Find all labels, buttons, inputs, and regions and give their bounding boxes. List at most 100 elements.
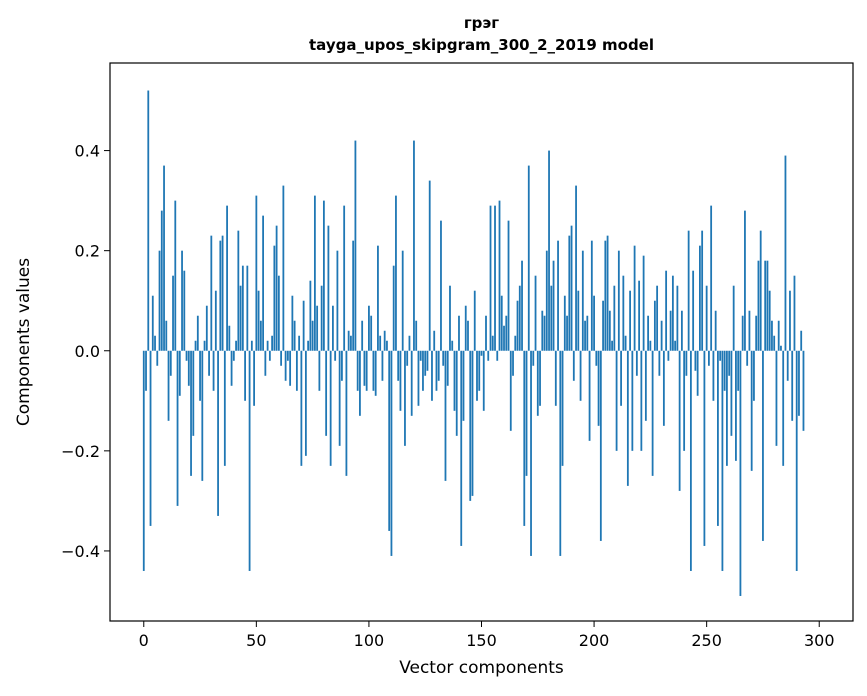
bar: [149, 350, 152, 526]
bar: [687, 230, 690, 351]
bar: [259, 320, 262, 351]
bar: [595, 350, 598, 366]
bar: [332, 305, 334, 351]
bar: [604, 240, 607, 351]
bar: [696, 350, 699, 396]
bar: [480, 350, 483, 356]
bar: [509, 350, 512, 431]
bar: [446, 350, 449, 386]
bar: [350, 335, 352, 351]
bar: [660, 320, 663, 351]
bar: [705, 285, 708, 351]
bar: [476, 350, 478, 401]
bar: [417, 350, 420, 406]
bar: [575, 185, 577, 351]
x-tick-label: 300: [804, 631, 835, 650]
bar: [214, 290, 217, 351]
bar: [257, 290, 260, 351]
y-tick-label: 0.0: [75, 342, 100, 361]
bar: [523, 350, 526, 526]
bar: [505, 315, 508, 351]
bar: [494, 205, 496, 351]
bar: [408, 335, 411, 351]
bar: [581, 250, 584, 351]
bar: [165, 320, 168, 351]
bar: [208, 350, 210, 376]
bar: [735, 350, 737, 461]
bar: [404, 350, 406, 446]
bar: [190, 350, 192, 476]
bar: [608, 310, 611, 351]
bar: [383, 330, 386, 351]
bar: [313, 195, 316, 351]
bar: [255, 195, 258, 351]
bar: [390, 350, 393, 556]
bar: [780, 345, 782, 351]
bar: [789, 290, 791, 351]
bar: [352, 240, 355, 351]
bar: [710, 205, 713, 351]
bar: [460, 350, 463, 546]
bar: [764, 260, 767, 351]
bar: [635, 350, 638, 376]
bar: [304, 350, 307, 456]
bar: [271, 335, 274, 351]
bar: [397, 350, 400, 381]
bar: [741, 315, 744, 351]
bar: [714, 310, 717, 351]
bar: [268, 350, 271, 361]
bar: [230, 350, 233, 386]
bar: [491, 335, 494, 351]
bar: [334, 350, 337, 361]
bar: [451, 340, 454, 351]
bar: [503, 325, 505, 351]
bar: [732, 285, 735, 351]
bar: [196, 315, 199, 351]
bar: [300, 350, 303, 466]
x-tick-label: 150: [466, 631, 497, 650]
bar: [802, 350, 805, 431]
bar: [570, 225, 573, 351]
bar: [753, 350, 755, 401]
bar: [757, 260, 760, 351]
bar: [723, 350, 726, 391]
bar: [656, 285, 659, 351]
bar: [721, 350, 724, 571]
bar: [766, 260, 769, 351]
x-tick-label: 50: [246, 631, 266, 650]
bar: [363, 350, 366, 386]
chart-subtitle: tayga_upos_skipgram_300_2_2019 model: [309, 36, 654, 54]
bar: [671, 275, 674, 351]
bar: [322, 200, 325, 351]
bar: [692, 270, 695, 351]
bar: [244, 350, 246, 401]
bar: [588, 350, 591, 441]
bar: [266, 340, 269, 351]
bar: [372, 350, 375, 391]
bar: [762, 350, 764, 541]
bar: [264, 350, 267, 376]
bar: [543, 315, 546, 351]
bar: [361, 320, 364, 351]
bar: [151, 295, 154, 351]
bar: [237, 230, 240, 351]
bar: [674, 340, 677, 351]
bar: [424, 350, 427, 376]
bar: [395, 195, 397, 351]
bar: [498, 200, 501, 351]
bar: [617, 250, 620, 351]
bar: [453, 350, 456, 411]
bar: [469, 350, 472, 501]
bar: [622, 275, 625, 351]
bar: [647, 315, 650, 351]
bar: [629, 290, 631, 351]
bar: [345, 350, 348, 476]
bar: [440, 220, 442, 351]
bar: [728, 350, 731, 376]
bar: [514, 335, 517, 351]
bar: [289, 350, 292, 386]
bar: [374, 350, 377, 396]
bar: [185, 350, 188, 361]
bar: [624, 335, 627, 351]
